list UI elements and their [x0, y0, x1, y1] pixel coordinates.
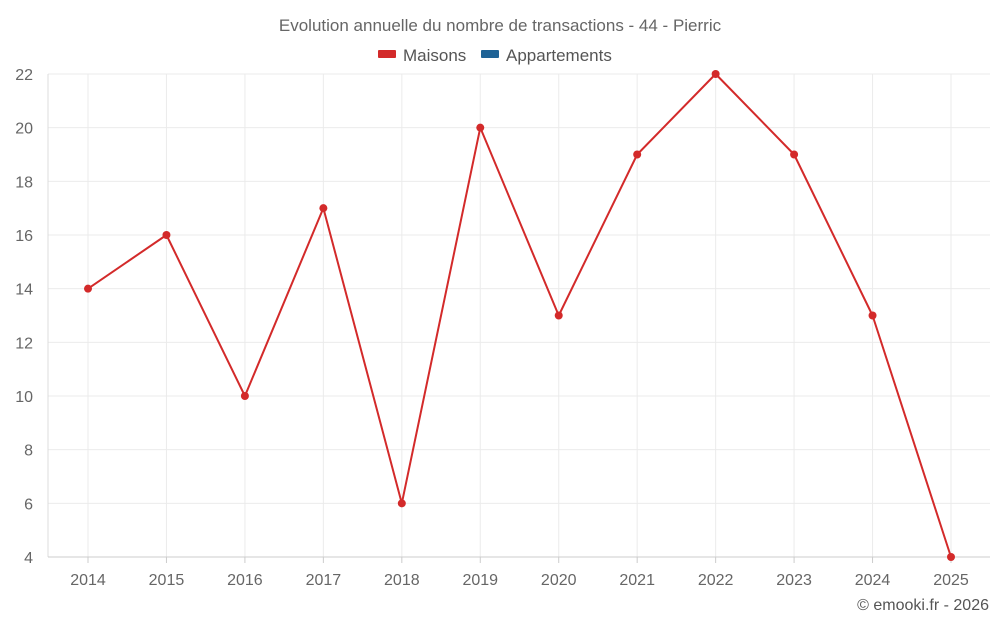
y-tick-label: 8	[24, 443, 33, 460]
legend-swatch-maisons	[378, 50, 396, 58]
legend-label-maisons: Maisons	[403, 46, 466, 65]
x-tick-label: 2014	[70, 572, 106, 589]
y-tick-label: 22	[15, 67, 33, 84]
x-tick-label: 2016	[227, 572, 263, 589]
y-tick-label: 6	[24, 496, 33, 513]
data-point-maisons[interactable]	[633, 150, 642, 159]
x-tick-label: 2022	[698, 572, 734, 589]
x-tick-label: 2024	[855, 572, 891, 589]
data-point-maisons[interactable]	[947, 553, 955, 561]
x-tick-label: 2018	[384, 572, 420, 589]
series-line-maisons	[87, 73, 952, 558]
data-point-maisons[interactable]	[711, 70, 720, 78]
y-tick-label: 10	[15, 389, 33, 406]
x-tick-label: 2020	[541, 572, 577, 589]
legend-item-maisons[interactable]: Maisons	[378, 46, 466, 65]
y-tick-label: 12	[15, 335, 33, 352]
x-tick-label: 2019	[462, 572, 498, 589]
x-tick-label: 2015	[149, 572, 185, 589]
y-tick-label: 14	[15, 282, 33, 299]
copyright-text: © emooki.fr - 2026	[857, 597, 989, 614]
data-point-maisons[interactable]	[397, 499, 406, 508]
legend-label-appartements: Appartements	[506, 46, 612, 65]
x-tick-label: 2017	[306, 572, 342, 589]
data-point-maisons[interactable]	[476, 123, 485, 132]
y-tick-label: 18	[15, 174, 33, 191]
data-point-maisons[interactable]	[84, 284, 92, 293]
legend: Maisons Appartements	[378, 46, 612, 65]
y-tick-label: 16	[15, 228, 33, 245]
x-tick-label: 2025	[933, 572, 969, 589]
data-point-maisons[interactable]	[554, 311, 563, 320]
grid	[48, 73, 990, 558]
data-point-maisons[interactable]	[790, 150, 799, 159]
data-point-maisons[interactable]	[240, 392, 249, 400]
data-point-maisons[interactable]	[319, 204, 328, 213]
legend-item-appartements[interactable]: Appartements	[481, 46, 612, 65]
data-point-maisons[interactable]	[868, 311, 877, 320]
series-layer	[84, 70, 955, 561]
x-tick-label: 2023	[776, 572, 812, 589]
y-tick-label: 20	[15, 121, 33, 138]
legend-swatch-appartements	[481, 50, 499, 58]
y-tick-label: 4	[24, 550, 33, 567]
x-tick-label: 2021	[619, 572, 655, 589]
chart-title: Evolution annuelle du nombre de transact…	[279, 16, 722, 35]
data-point-maisons[interactable]	[162, 231, 171, 239]
